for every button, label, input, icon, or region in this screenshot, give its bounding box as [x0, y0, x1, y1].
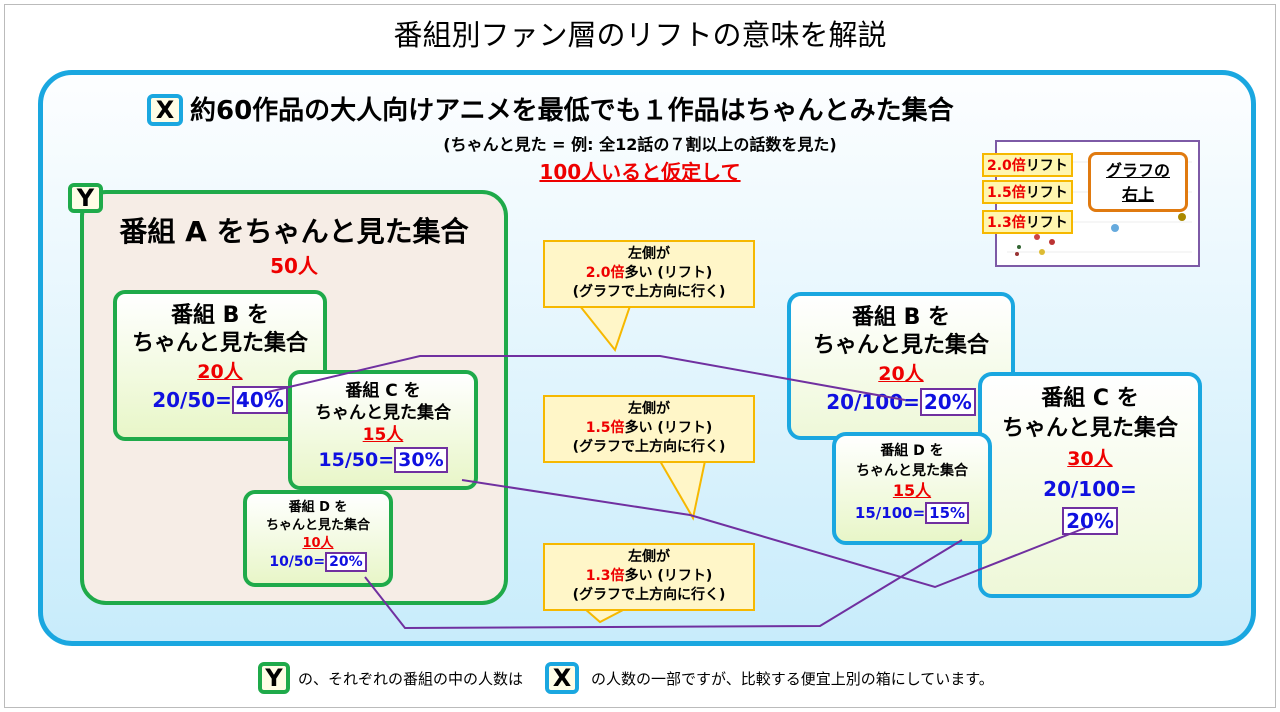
lift-label-2x: 2.0倍リフト: [982, 153, 1073, 177]
label: ちゃんと見た集合: [812, 333, 989, 358]
lift-callout-c: 左側が 1.5倍多い (リフト) (グラフで上方向に行く): [543, 395, 755, 463]
callout-tail: [658, 460, 707, 521]
y-badge: Y: [68, 183, 103, 213]
footer-text-2: の人数の一部ですが、比較する便宜上別の箱にしています。: [591, 669, 994, 688]
graph-top-right-note: グラフの 右上: [1088, 152, 1188, 212]
ratio: 20/100=: [1043, 477, 1137, 501]
label: 番組 C を: [1041, 386, 1139, 411]
note-line2: 右上: [1121, 185, 1154, 204]
label: 番組 C を: [345, 381, 421, 401]
right-program-b-box: 番組 B をちゃんと見た集合 20人 20/100= 20%: [787, 292, 1015, 440]
footer-note: Y の、それぞれの番組の中の人数は X の人数の一部ですが、比較する便宜上別の箱…: [258, 662, 994, 694]
label: ちゃんと見た集合: [265, 518, 370, 533]
pct-box: 15%: [925, 502, 970, 524]
slide-frame: [4, 4, 1276, 708]
right-program-c-box: 番組 C をちゃんと見た集合 30人 20/100= 20%: [978, 372, 1202, 598]
lift-label-1-3x: 1.3倍リフト: [982, 210, 1073, 234]
left-program-b-box: 番組 B をちゃんと見た集合 20人 20/50= 40%: [113, 290, 327, 441]
ratio: 20/50= 40%: [117, 386, 323, 414]
ratio: 15/50= 30%: [292, 447, 474, 473]
count: 20人: [197, 361, 243, 383]
x-badge: X: [147, 94, 183, 126]
link-line-d: [364, 539, 963, 630]
count: 20人: [878, 363, 924, 385]
assumption-text: 100人いると仮定して: [539, 160, 741, 184]
label: 番組 B を: [851, 305, 951, 330]
lift-label-1-5x: 1.5倍リフト: [982, 180, 1073, 204]
set-x-heading: 約60作品の大人向けアニメを最低でも１作品はちゃんとみた集合: [190, 96, 954, 126]
ratio: 10/50= 20%: [247, 552, 389, 572]
link-line-b: [267, 355, 906, 401]
label: 番組 D を: [288, 500, 348, 515]
count: 10人: [302, 536, 334, 551]
pct-box: 40%: [231, 386, 288, 414]
lift-callout-b: 左側が 2.0倍多い (リフト) (グラフで上方向に行く): [543, 240, 755, 308]
left-program-d-box: 番組 D をちゃんと見た集合 10人 10/50= 20%: [243, 490, 393, 587]
count: 30人: [1067, 448, 1113, 470]
pct-box: 20%: [325, 552, 367, 572]
footer-y-badge: Y: [258, 662, 290, 694]
pct-box: 30%: [394, 447, 448, 473]
slide-title: 番組別ファン層のリフトの意味を解説: [393, 18, 887, 52]
count: 15人: [362, 425, 404, 445]
footer-x-badge: X: [545, 662, 580, 694]
pct-box: 20%: [919, 388, 976, 416]
program-a-title: 番組 A をちゃんと見た集合: [119, 215, 469, 248]
right-program-d-box: 番組 D をちゃんと見た集合 15人 15/100= 15%: [832, 432, 992, 545]
note-line1: グラフの: [1105, 161, 1170, 180]
count: 15人: [892, 481, 932, 500]
program-a-count: 50人: [270, 254, 318, 278]
label: 番組 B を: [170, 303, 270, 328]
label: ちゃんと見た集合: [131, 331, 308, 356]
set-x-subheading: (ちゃんと見た = 例: 全12話の７割以上の話数を見た): [443, 135, 837, 154]
pct-box: 20%: [1062, 507, 1118, 535]
callout-tail: [577, 305, 632, 353]
link-line-c: [461, 479, 1086, 589]
ratio: 15/100= 15%: [836, 502, 988, 524]
label: 番組 D を: [880, 443, 944, 459]
label: ちゃんと見た集合: [1001, 416, 1178, 441]
footer-text-1: の、それぞれの番組の中の人数は: [298, 669, 524, 688]
label: ちゃんと見た集合: [315, 403, 451, 423]
ratio-pct: 20%: [982, 506, 1198, 536]
left-program-c-box: 番組 C をちゃんと見た集合 15人 15/50= 30%: [288, 370, 478, 490]
label: ちゃんと見た集合: [856, 463, 968, 479]
lift-callout-d: 左側が 1.3倍多い (リフト) (グラフで上方向に行く): [543, 543, 755, 611]
